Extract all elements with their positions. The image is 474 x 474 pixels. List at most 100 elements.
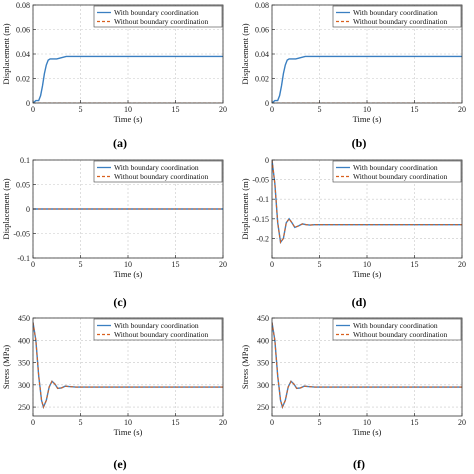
x-tick-label: 15 bbox=[172, 418, 180, 427]
legend-label: Without boundary coordination bbox=[353, 172, 448, 181]
y-axis-label: Displacement (m) bbox=[1, 23, 11, 84]
x-axis-label: Time (s) bbox=[114, 269, 143, 279]
panel-d: 0 5 10 15 20 -0.2 -0.15 -0.1 -0.05 0 Time (s) Displ… bbox=[240, 156, 466, 309]
x-tick-label: 20 bbox=[219, 418, 227, 427]
x-tick-label: 20 bbox=[458, 105, 466, 114]
y-tick-label: 0.08 bbox=[16, 1, 30, 10]
legend-label: With boundary coordination bbox=[353, 163, 438, 172]
y-tick-label: 250 bbox=[18, 403, 30, 412]
x-axis-label: Time (s) bbox=[114, 114, 143, 124]
panel-label: (d) bbox=[352, 295, 367, 309]
legend-box bbox=[93, 318, 223, 341]
y-tick-label: 0.02 bbox=[255, 75, 269, 84]
panel-label: (b) bbox=[352, 136, 367, 150]
panel-label: (f) bbox=[353, 457, 365, 471]
y-tick-label: 0.05 bbox=[16, 181, 30, 190]
x-tick-label: 5 bbox=[79, 418, 83, 427]
x-axis-label: Time (s) bbox=[353, 427, 382, 437]
y-tick-label: -0.05 bbox=[13, 230, 30, 239]
x-tick-label: 15 bbox=[411, 105, 419, 114]
y-axis-label: Stress (MPa) bbox=[240, 345, 250, 389]
legend-label: With boundary coordination bbox=[114, 321, 199, 330]
y-tick-label: 0 bbox=[26, 205, 30, 214]
x-tick-label: 5 bbox=[318, 418, 322, 427]
x-tick-label: 0 bbox=[31, 418, 35, 427]
x-tick-label: 0 bbox=[31, 105, 35, 114]
x-tick-label: 15 bbox=[172, 105, 180, 114]
x-tick-label: 15 bbox=[172, 260, 180, 269]
x-tick-label: 10 bbox=[363, 105, 371, 114]
y-tick-label: 450 bbox=[18, 314, 30, 323]
x-axis-label: Time (s) bbox=[353, 269, 382, 279]
x-tick-label: 10 bbox=[363, 260, 371, 269]
panel-e: 0 5 10 15 20 250 300 350 400 450 Time (s) Stress (M… bbox=[1, 314, 227, 471]
panel-a: 0 5 10 15 20 0 0.02 0.04 0.06 0.08 Time (s) Displac… bbox=[1, 1, 227, 150]
legend-label: With boundary coordination bbox=[353, 321, 438, 330]
y-axis-label: Displacement (m) bbox=[1, 178, 11, 239]
x-axis-label: Time (s) bbox=[353, 114, 382, 124]
y-axis-label: Stress (MPa) bbox=[1, 345, 11, 389]
x-tick-label: 20 bbox=[458, 418, 466, 427]
y-axis-label: Displacement (m) bbox=[240, 23, 250, 84]
legend-box bbox=[93, 160, 223, 183]
x-axis-label: Time (s) bbox=[114, 427, 143, 437]
x-tick-label: 10 bbox=[363, 418, 371, 427]
panel-label: (e) bbox=[113, 457, 126, 471]
legend-label: Without boundary coordination bbox=[353, 330, 448, 339]
x-tick-label: 5 bbox=[318, 105, 322, 114]
legend-box bbox=[332, 5, 462, 28]
x-tick-label: 20 bbox=[219, 260, 227, 269]
x-tick-label: 15 bbox=[411, 260, 419, 269]
series-line-with-coordination bbox=[272, 55, 462, 103]
y-tick-label: 350 bbox=[257, 359, 269, 368]
y-tick-label: 300 bbox=[18, 381, 30, 390]
legend-label: With boundary coordination bbox=[353, 8, 438, 17]
y-tick-label: 0.06 bbox=[16, 26, 30, 35]
x-tick-label: 10 bbox=[124, 418, 132, 427]
panel-c: 0 5 10 15 20 -0.1 -0.05 0 0.05 0.1 Time (s) Displac… bbox=[1, 156, 227, 309]
series-line-with-coordination bbox=[33, 55, 223, 103]
x-tick-label: 0 bbox=[270, 260, 274, 269]
x-tick-label: 10 bbox=[124, 260, 132, 269]
y-tick-label: 250 bbox=[257, 403, 269, 412]
legend-label: With boundary coordination bbox=[114, 163, 199, 172]
panel-b: 0 5 10 15 20 0 0.02 0.04 0.06 0.08 Time (s) Displac… bbox=[240, 1, 466, 150]
legend-label: Without boundary coordination bbox=[353, 17, 448, 26]
y-tick-label: 350 bbox=[18, 359, 30, 368]
y-tick-label: 0 bbox=[26, 99, 30, 108]
y-tick-label: 400 bbox=[18, 336, 30, 345]
x-tick-label: 0 bbox=[270, 418, 274, 427]
y-tick-label: 0 bbox=[265, 156, 269, 165]
legend-label: With boundary coordination bbox=[114, 8, 199, 17]
y-tick-label: 450 bbox=[257, 314, 269, 323]
y-tick-label: 0.04 bbox=[16, 50, 30, 59]
x-tick-label: 15 bbox=[411, 418, 419, 427]
series-line-with-coordination bbox=[33, 322, 223, 410]
legend-box bbox=[332, 318, 462, 341]
series-line-without-coordination bbox=[272, 160, 462, 244]
y-tick-label: 300 bbox=[257, 381, 269, 390]
x-tick-label: 5 bbox=[79, 260, 83, 269]
y-tick-label: 0.02 bbox=[16, 75, 30, 84]
y-tick-label: 0.06 bbox=[255, 26, 269, 35]
x-tick-label: 20 bbox=[219, 105, 227, 114]
legend-box bbox=[332, 160, 462, 183]
legend-label: Without boundary coordination bbox=[114, 172, 209, 181]
legend-label: Without boundary coordination bbox=[114, 17, 209, 26]
panel-label: (c) bbox=[113, 295, 126, 309]
x-tick-label: 5 bbox=[318, 260, 322, 269]
y-tick-label: 0.1 bbox=[20, 156, 30, 165]
x-tick-label: 20 bbox=[458, 260, 466, 269]
y-tick-label: 0 bbox=[265, 99, 269, 108]
legend-label: Without boundary coordination bbox=[114, 330, 209, 339]
x-tick-label: 0 bbox=[31, 260, 35, 269]
y-tick-label: -0.05 bbox=[252, 176, 269, 185]
y-tick-label: -0.15 bbox=[252, 215, 269, 224]
y-axis-label: Displacement (m) bbox=[240, 178, 250, 239]
y-tick-label: -0.2 bbox=[256, 234, 269, 243]
legend-box bbox=[93, 5, 223, 28]
y-tick-label: 400 bbox=[257, 336, 269, 345]
x-tick-label: 0 bbox=[270, 105, 274, 114]
panel-label: (a) bbox=[113, 136, 127, 150]
